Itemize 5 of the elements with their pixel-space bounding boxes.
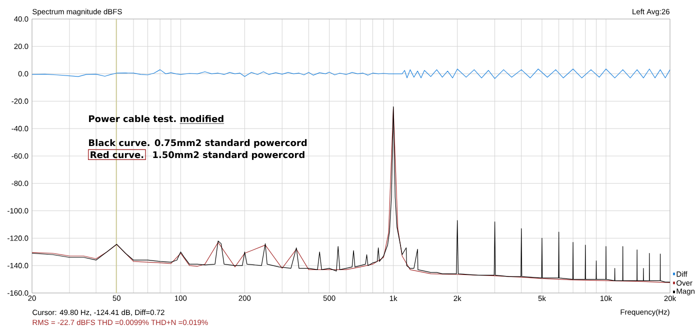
- annotation: Black curve. 0.75mm2 standard powercord: [89, 139, 307, 148]
- annotation: Power cable test.: [89, 115, 176, 122]
- annotation: 1.50mm2 standard powercord: [153, 151, 304, 160]
- annotation: Red curve.: [90, 151, 144, 158]
- annotation: modified: [180, 115, 224, 122]
